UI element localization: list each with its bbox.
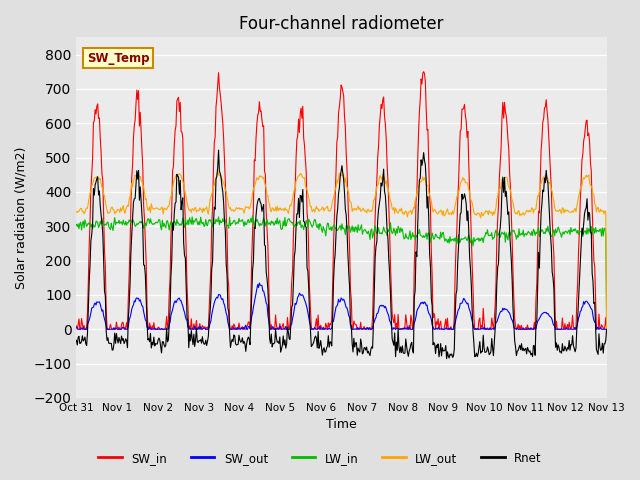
LW_in xyxy=(603,326,611,332)
SW_out xyxy=(575,315,582,321)
Line: SW_out: SW_out xyxy=(76,283,607,329)
Rnet xyxy=(286,336,294,342)
LW_out xyxy=(574,198,582,204)
Rnet xyxy=(214,147,222,153)
SW_out xyxy=(260,292,268,298)
Rnet xyxy=(260,202,268,207)
SW_out xyxy=(102,320,109,325)
SW_in xyxy=(286,320,294,326)
Rnet xyxy=(72,337,80,343)
SW_in xyxy=(420,69,428,74)
LW_out xyxy=(72,209,80,215)
SW_in xyxy=(603,326,611,332)
SW_out xyxy=(255,280,263,286)
LW_in xyxy=(330,223,337,229)
Line: Rnet: Rnet xyxy=(76,150,607,359)
SW_in xyxy=(330,245,337,251)
X-axis label: Time: Time xyxy=(326,419,357,432)
LW_in xyxy=(249,213,257,218)
LW_out xyxy=(214,168,221,174)
LW_in xyxy=(286,218,294,224)
SW_in xyxy=(239,324,246,330)
LW_out xyxy=(330,195,337,201)
SW_out xyxy=(239,326,246,332)
Line: SW_in: SW_in xyxy=(76,72,607,329)
SW_out xyxy=(74,326,82,332)
LW_out xyxy=(260,175,268,180)
Y-axis label: Solar radiation (W/m2): Solar radiation (W/m2) xyxy=(15,146,28,289)
Text: SW_Temp: SW_Temp xyxy=(87,52,150,65)
Legend: SW_in, SW_out, LW_in, LW_out, Rnet: SW_in, SW_out, LW_in, LW_out, Rnet xyxy=(93,447,547,469)
LW_out xyxy=(100,193,108,199)
Line: LW_in: LW_in xyxy=(76,216,607,329)
SW_out xyxy=(603,326,611,332)
LW_out xyxy=(603,326,611,332)
SW_out xyxy=(72,325,80,331)
Rnet xyxy=(575,297,582,303)
LW_out xyxy=(286,202,294,208)
SW_in xyxy=(72,323,80,329)
LW_in xyxy=(72,222,80,228)
Rnet xyxy=(100,288,108,294)
SW_out xyxy=(330,313,338,319)
SW_in xyxy=(102,264,109,269)
LW_in xyxy=(574,228,582,233)
Rnet xyxy=(443,356,451,361)
SW_in xyxy=(575,249,582,254)
LW_in xyxy=(237,218,245,224)
LW_in xyxy=(100,223,108,228)
Line: LW_out: LW_out xyxy=(76,171,607,329)
Rnet xyxy=(330,281,337,287)
LW_out xyxy=(239,206,246,212)
SW_in xyxy=(260,123,268,129)
SW_in xyxy=(74,326,81,332)
SW_out xyxy=(287,322,295,328)
LW_in xyxy=(260,216,268,221)
Rnet xyxy=(603,326,611,332)
Rnet xyxy=(239,335,246,341)
Title: Four-channel radiometer: Four-channel radiometer xyxy=(239,15,444,33)
